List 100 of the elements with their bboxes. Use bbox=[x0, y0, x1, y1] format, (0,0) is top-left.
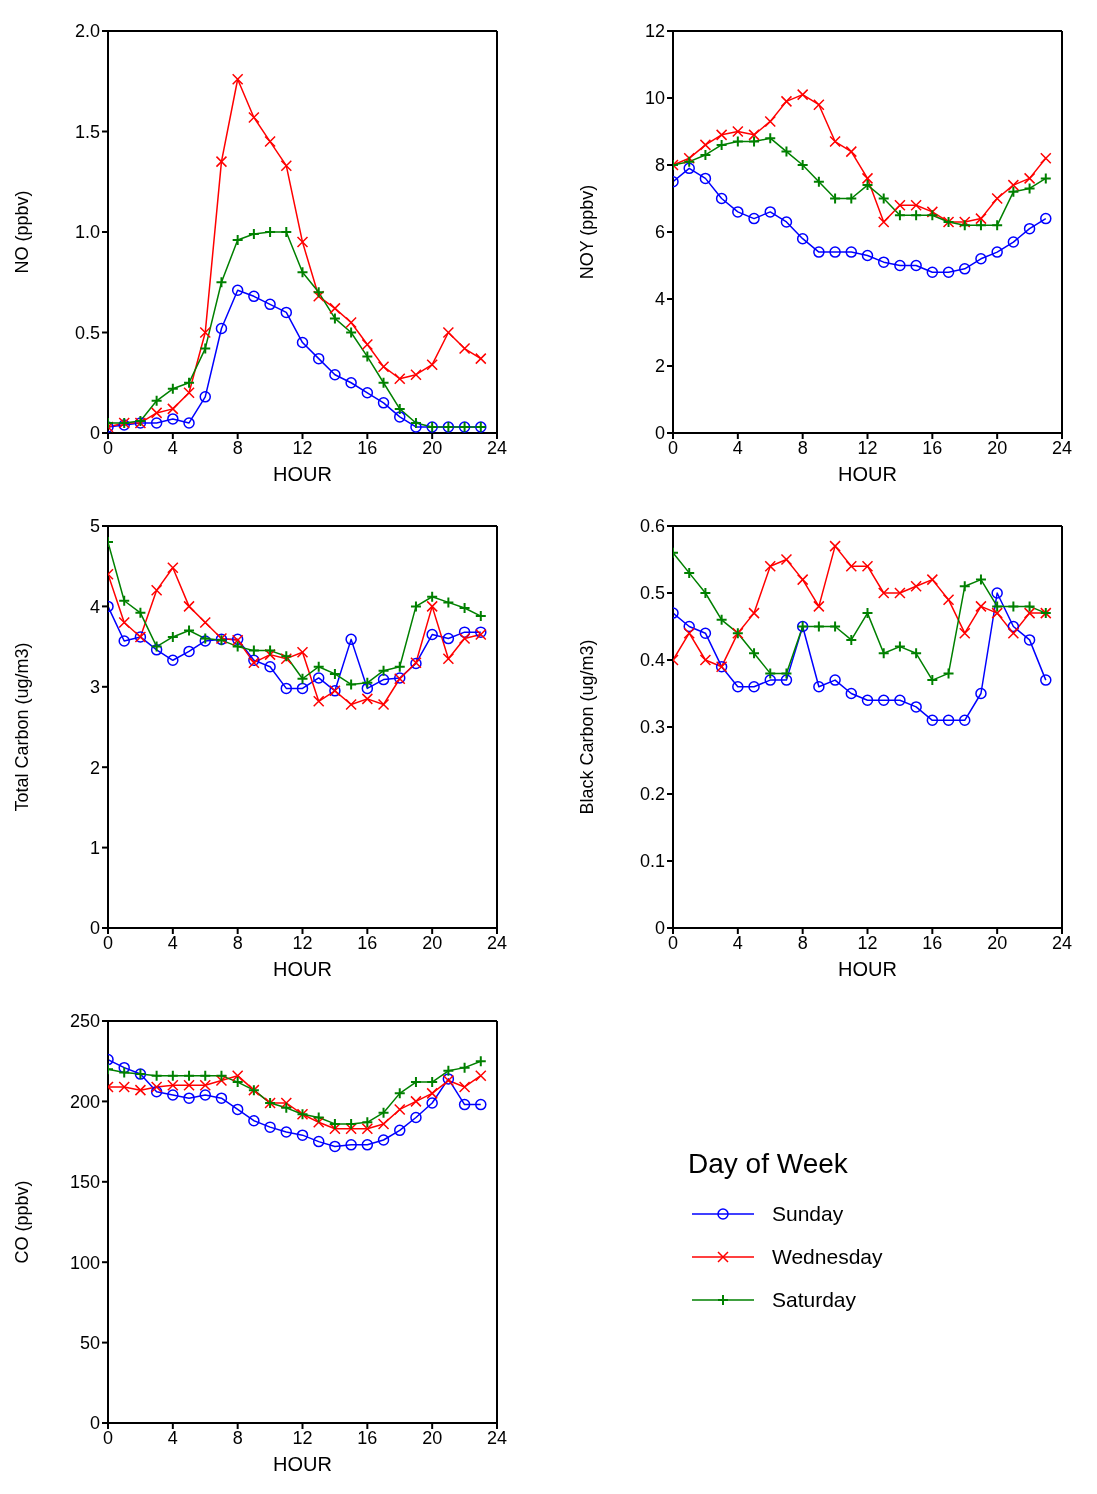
y-tick-label: 2 bbox=[89, 757, 100, 778]
point bbox=[248, 290, 260, 303]
point bbox=[345, 316, 357, 329]
point bbox=[394, 411, 406, 423]
point bbox=[975, 600, 987, 613]
point bbox=[748, 607, 760, 619]
point bbox=[1023, 222, 1036, 235]
point bbox=[361, 387, 374, 399]
point bbox=[199, 342, 212, 355]
point bbox=[247, 644, 260, 657]
point bbox=[991, 607, 1003, 619]
point bbox=[1007, 620, 1020, 633]
point bbox=[410, 1095, 422, 1108]
y-tick-label: 0.2 bbox=[639, 784, 665, 805]
point bbox=[780, 95, 793, 108]
point bbox=[426, 628, 438, 641]
y-tick-label: 10 bbox=[644, 88, 665, 109]
point bbox=[942, 667, 955, 680]
y-axis-title: Black Carbon (ug/m3) bbox=[577, 639, 598, 815]
point bbox=[861, 694, 874, 706]
point bbox=[264, 298, 276, 311]
point bbox=[910, 209, 923, 222]
point bbox=[475, 352, 487, 365]
point bbox=[118, 1066, 131, 1079]
point bbox=[764, 115, 776, 128]
point bbox=[426, 1087, 438, 1100]
point bbox=[377, 673, 390, 686]
y-axis-title: Total Carbon (ug/m3) bbox=[12, 642, 33, 812]
point bbox=[215, 322, 228, 335]
point bbox=[377, 664, 390, 677]
point bbox=[264, 644, 277, 657]
x-tick-label: 0 bbox=[102, 437, 114, 458]
point bbox=[699, 139, 712, 151]
point bbox=[1040, 212, 1052, 225]
point bbox=[248, 1114, 260, 1127]
point bbox=[150, 644, 163, 656]
point bbox=[959, 263, 971, 275]
point bbox=[877, 694, 890, 706]
point bbox=[426, 358, 438, 371]
point bbox=[991, 600, 1004, 613]
x-tick-label: 8 bbox=[232, 932, 243, 953]
point bbox=[861, 172, 874, 185]
point bbox=[796, 573, 809, 586]
point bbox=[959, 627, 971, 639]
point bbox=[296, 672, 309, 685]
point bbox=[764, 206, 776, 218]
point bbox=[1023, 607, 1036, 619]
point bbox=[183, 1079, 195, 1092]
point bbox=[183, 600, 195, 613]
x-tick-label: 12 bbox=[857, 932, 878, 953]
point bbox=[166, 1069, 179, 1082]
point bbox=[894, 199, 906, 211]
y-tick-label: 100 bbox=[69, 1252, 100, 1273]
x-tick-label: 12 bbox=[292, 437, 313, 458]
legend-label: Sunday bbox=[772, 1201, 844, 1226]
point bbox=[845, 246, 858, 258]
point bbox=[442, 652, 455, 665]
x-tick-label: 0 bbox=[102, 932, 114, 953]
point bbox=[312, 286, 325, 299]
point bbox=[296, 236, 309, 248]
point bbox=[280, 1101, 293, 1114]
x-axis-title: HOUR bbox=[273, 1453, 332, 1475]
point bbox=[1039, 172, 1052, 185]
point bbox=[361, 1116, 374, 1129]
point bbox=[442, 326, 455, 339]
point bbox=[361, 676, 374, 689]
point bbox=[394, 1124, 406, 1137]
y-tick-label: 1.5 bbox=[74, 121, 100, 142]
point bbox=[296, 682, 309, 695]
point bbox=[699, 587, 712, 599]
x-tick-label: 16 bbox=[922, 932, 943, 953]
point bbox=[910, 701, 922, 713]
point bbox=[845, 192, 858, 205]
y-tick-label: 1 bbox=[89, 837, 100, 858]
x-tick-label: 20 bbox=[422, 1427, 443, 1448]
point bbox=[796, 232, 809, 245]
point bbox=[393, 660, 406, 673]
x-axis-title: HOUR bbox=[838, 958, 897, 980]
point bbox=[813, 246, 825, 258]
y-tick-label: 250 bbox=[69, 1011, 100, 1032]
point bbox=[231, 73, 244, 85]
y-tick-label: 4 bbox=[89, 596, 100, 617]
point bbox=[877, 256, 890, 268]
point bbox=[215, 1074, 228, 1087]
point bbox=[312, 290, 325, 303]
point bbox=[942, 714, 955, 727]
point bbox=[894, 259, 906, 272]
point bbox=[231, 284, 244, 297]
point bbox=[1007, 600, 1020, 613]
point bbox=[361, 682, 374, 695]
point bbox=[426, 600, 438, 613]
x-tick-label: 16 bbox=[357, 932, 378, 953]
point bbox=[215, 276, 228, 289]
point bbox=[118, 1061, 130, 1074]
point bbox=[312, 695, 325, 708]
point bbox=[894, 587, 906, 599]
point bbox=[199, 391, 211, 403]
point bbox=[345, 326, 358, 339]
point bbox=[296, 266, 309, 279]
point bbox=[264, 1121, 276, 1133]
